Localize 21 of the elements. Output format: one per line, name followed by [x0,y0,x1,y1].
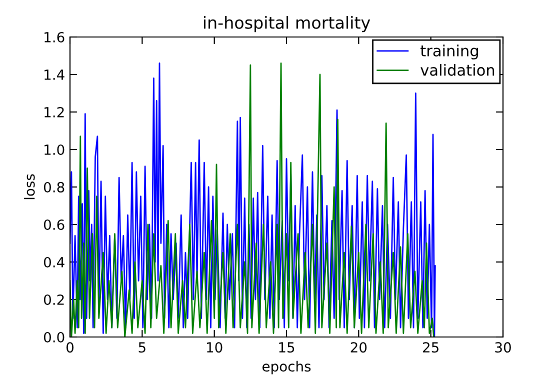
y-axis-title: loss [24,174,35,200]
y-tick-label: 0.0 [44,332,64,342]
x-axis-title: epochs [262,360,311,374]
x-tick-label: 30 [495,342,511,353]
y-tick-label: 0.8 [44,182,64,192]
chart-title: in-hospital mortality [204,16,370,32]
y-tick-label: 0.2 [44,294,64,305]
x-tick-label: 0 [66,342,74,353]
legend-label: validation [420,64,494,76]
x-tick-label: 10 [207,342,222,353]
y-tick-label: 1.2 [44,106,64,118]
x-tick-label: 25 [423,342,438,353]
x-tick-label: 5 [138,342,146,353]
y-tick-label: 1.6 [44,32,64,42]
y-tick-label: 0.6 [44,219,64,230]
y-tick-label: 1.4 [44,70,64,80]
y-tick-label: 0.4 [44,256,64,268]
x-tick-label: 15 [279,342,294,353]
legend-label: training [420,44,478,60]
y-tick-label: 1.0 [44,144,64,155]
x-tick-label: 20 [350,342,367,353]
